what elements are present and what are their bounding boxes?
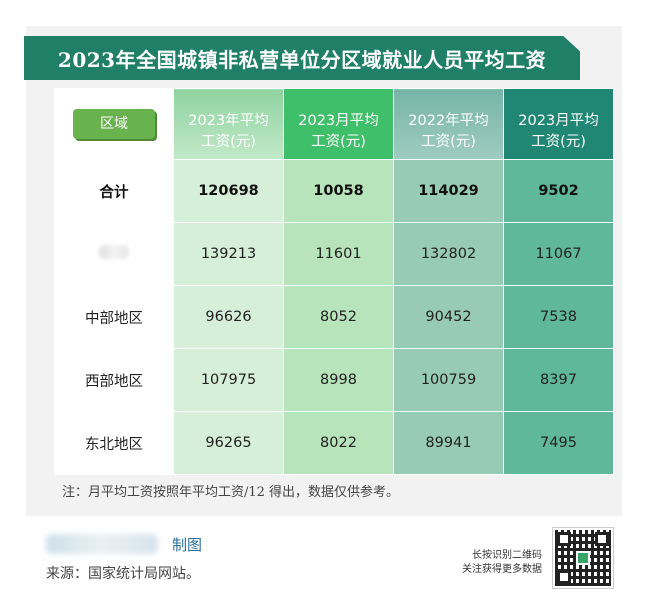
source-line: 来源：国家统计局网站。 [46, 566, 200, 582]
column-header-4-line1: 2023月平均 [518, 113, 599, 129]
table-row: 139213 11601 132802 11067 [54, 222, 614, 286]
column-header-3: 2022年平均 工资(元) [393, 88, 504, 160]
table-cell: 10058 [283, 159, 394, 223]
table-cell: 11067 [503, 222, 614, 286]
column-header-1: 2023年平均 工资(元) [173, 88, 284, 160]
table-cell: 8998 [283, 348, 394, 412]
table-cell: 100759 [393, 348, 504, 412]
table-cell: 114029 [393, 159, 504, 223]
region-header-cell: 区域 [54, 88, 174, 160]
table-cell: 90452 [393, 285, 504, 349]
footnote: 注：月平均工资按照年平均工资/12 得出，数据仅供参考。 [62, 485, 400, 500]
column-header-1-line2: 工资(元) [201, 134, 256, 150]
table-cell: 7538 [503, 285, 614, 349]
chart-title: 2023年全国城镇非私营单位分区域就业人员平均工资 [24, 36, 580, 80]
table-cell: 89941 [393, 411, 504, 475]
table-cell: 139213 [173, 222, 284, 286]
column-header-4-line2: 工资(元) [531, 134, 586, 150]
region-label-obscured [54, 222, 174, 286]
table-cell: 8022 [283, 411, 394, 475]
blurred-author-name [46, 534, 158, 554]
header-row: 区域 2023年平均 工资(元) 2023月平均 工资(元) 2022年平均 工… [54, 88, 614, 160]
table-row-total: 合计 120698 10058 114029 9502 [54, 159, 614, 223]
table-cell: 96626 [173, 285, 284, 349]
region-label: 东北地区 [54, 411, 174, 475]
column-header-3-line2: 工资(元) [421, 134, 476, 150]
region-label: 合计 [54, 159, 174, 223]
region-label: 中部地区 [54, 285, 174, 349]
qr-hint-line1: 长按识别二维码 [472, 550, 542, 561]
table-cell: 120698 [173, 159, 284, 223]
qr-hint: 长按识别二维码 关注获得更多数据 [452, 549, 542, 577]
region-label: 西部地区 [54, 348, 174, 412]
column-header-2-line2: 工资(元) [311, 134, 366, 150]
column-header-1-line1: 2023年平均 [188, 113, 269, 129]
qr-finder-icon [557, 570, 571, 584]
qr-logo-icon [576, 551, 590, 565]
table-cell: 8397 [503, 348, 614, 412]
table-cell: 8052 [283, 285, 394, 349]
column-header-2: 2023月平均 工资(元) [283, 88, 394, 160]
table-cell: 7495 [503, 411, 614, 475]
table-row: 西部地区 107975 8998 100759 8397 [54, 348, 614, 412]
table-cell: 9502 [503, 159, 614, 223]
column-header-4: 2023月平均 工资(元) [503, 88, 614, 160]
blurred-region-label [99, 245, 129, 259]
column-header-2-line1: 2023月平均 [298, 113, 379, 129]
author-suffix: 制图 [172, 536, 203, 554]
table-cell: 96265 [173, 411, 284, 475]
table-cell: 107975 [173, 348, 284, 412]
qr-code-icon[interactable] [552, 527, 614, 589]
qr-hint-line2: 关注获得更多数据 [462, 564, 542, 575]
region-header-badge: 区域 [73, 109, 155, 139]
table-cell: 11601 [283, 222, 394, 286]
table-row: 东北地区 96265 8022 89941 7495 [54, 411, 614, 475]
table-cell: 132802 [393, 222, 504, 286]
salary-table: 区域 2023年平均 工资(元) 2023月平均 工资(元) 2022年平均 工… [54, 88, 614, 475]
column-header-3-line1: 2022年平均 [408, 113, 489, 129]
table-row: 中部地区 96626 8052 90452 7538 [54, 285, 614, 349]
